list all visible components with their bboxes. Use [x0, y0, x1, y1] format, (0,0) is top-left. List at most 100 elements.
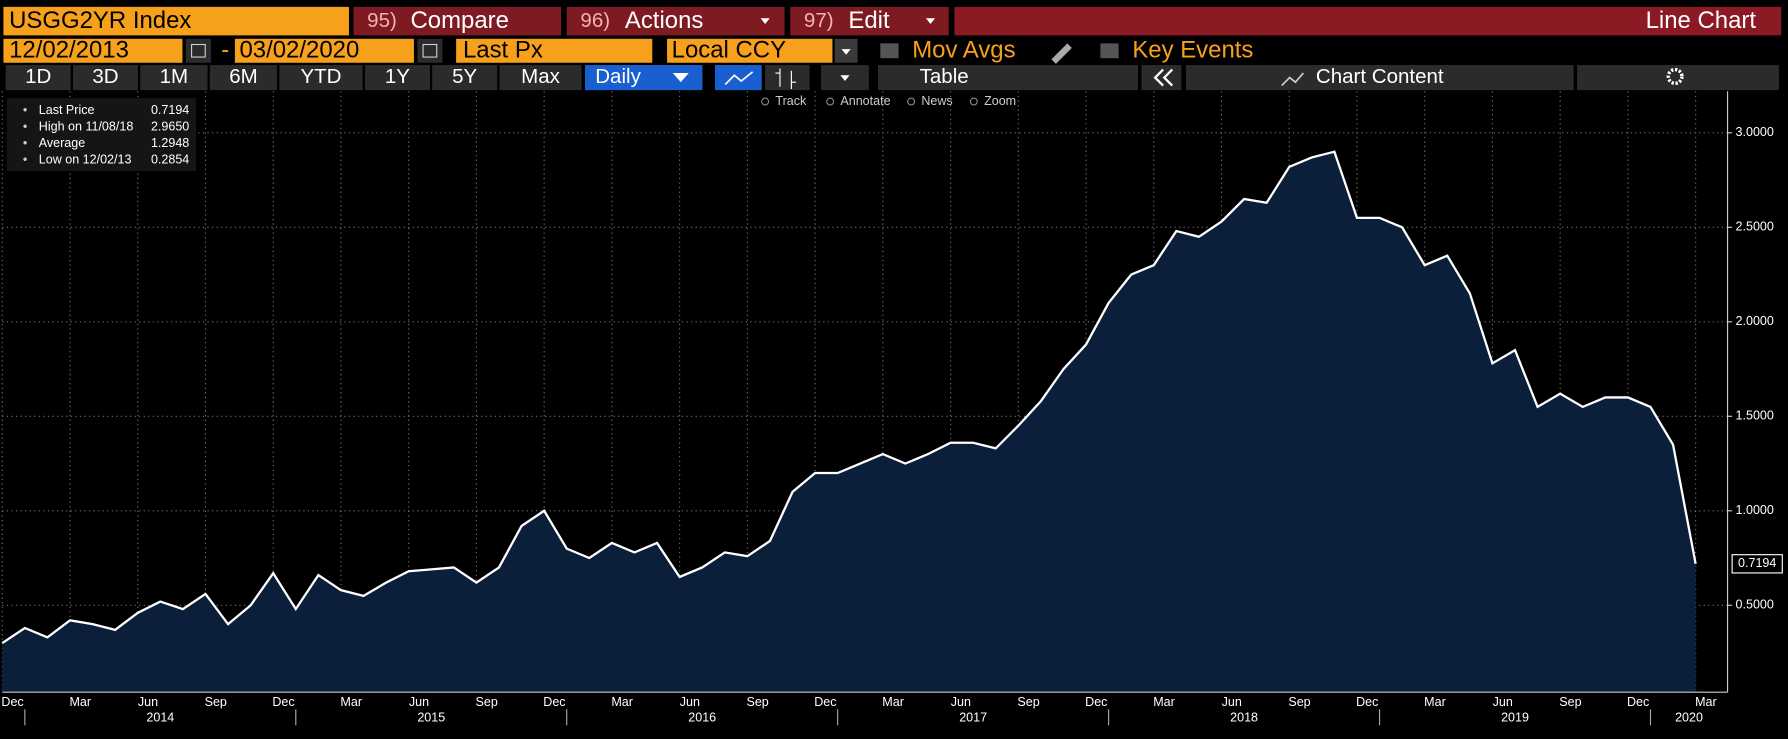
range-button[interactable] [140, 65, 208, 91]
x-tick-label: Jun [1222, 695, 1242, 709]
tool-label: Track [775, 94, 807, 108]
legend-value: 1.2948 [151, 136, 189, 150]
range-label: Max [521, 65, 560, 88]
x-tick-label: Jun [138, 695, 158, 709]
chart-content: Chart Content [1316, 65, 1444, 88]
legend-panel [6, 98, 197, 172]
x-tick-label: Dec [1085, 695, 1107, 709]
chart-content-button[interactable] [1185, 65, 1574, 91]
range-button[interactable] [209, 65, 278, 91]
calendar-button[interactable] [417, 38, 443, 63]
checkbox[interactable] [880, 43, 899, 59]
range-button[interactable] [5, 65, 71, 91]
dropdown-arrow [841, 49, 851, 55]
menu[interactable] [566, 6, 785, 36]
settings-button[interactable] [1577, 65, 1779, 91]
date-box[interactable] [234, 38, 414, 63]
table-button[interactable] [878, 65, 1139, 91]
x-tick-label: Mar [1424, 695, 1446, 709]
y-tick-label: 3.0000 [1736, 125, 1774, 139]
tool-icon [907, 97, 916, 106]
collapse-button[interactable] [1141, 65, 1182, 91]
x-tick-label: Sep [476, 695, 498, 709]
y-tick-label: 1.0000 [1736, 503, 1774, 517]
x-tick-label: Dec [1, 695, 23, 709]
tool-label: Zoom [984, 94, 1016, 108]
menu-number: 97) [804, 9, 834, 32]
date-box[interactable] [3, 38, 183, 63]
range-label: 1M [160, 65, 189, 88]
view-name: Line Chart [1646, 7, 1757, 34]
dropdown-arrow [672, 73, 689, 83]
menu-number: 96) [580, 9, 610, 32]
calendar-button[interactable] [185, 38, 211, 63]
currency-box[interactable] [667, 38, 833, 63]
range-button[interactable] [432, 65, 498, 91]
range-label: 1D [25, 65, 51, 88]
price-tag-box [1731, 554, 1783, 574]
price-tag: 0.7194 [1738, 556, 1776, 570]
range-button[interactable] [279, 65, 363, 91]
legend-symbol: • [23, 103, 27, 117]
tool-icon [761, 97, 770, 106]
x-tick-label: Dec [272, 695, 294, 709]
range-label: 6M [229, 65, 258, 88]
x-tick-label: Mar [69, 695, 91, 709]
tool-label: Annotate [840, 94, 890, 108]
range-button[interactable] [499, 65, 582, 91]
menu-label: Compare [411, 7, 509, 34]
x-tick-label: Sep [1288, 695, 1310, 709]
dropdown-arrow [760, 18, 770, 24]
menu[interactable] [353, 6, 562, 36]
x-tick-label: Jun [951, 695, 971, 709]
x-tick-label: Sep [1017, 695, 1039, 709]
range-label: YTD [300, 65, 341, 88]
legend-value: 0.2854 [151, 153, 189, 167]
date-separator: - [221, 37, 229, 64]
y-tick-label: 2.5000 [1736, 220, 1774, 234]
range-label: 1Y [385, 65, 410, 88]
range-button[interactable] [72, 65, 138, 91]
legend-label: Average [39, 136, 85, 150]
year-label: 2020 [1675, 711, 1703, 725]
end-date: 03/02/2020 [239, 37, 359, 64]
y-tick-label: 0.5000 [1736, 598, 1774, 612]
tool-icon [969, 97, 978, 106]
tool-icon [826, 97, 835, 106]
calendar-icon [422, 43, 438, 58]
chart-icon [1281, 72, 1305, 87]
menu[interactable] [790, 6, 949, 36]
pencil-icon [1051, 43, 1072, 64]
menu-label: Edit [848, 7, 890, 34]
key-events: Key Events [1132, 37, 1253, 64]
calendar-icon [191, 43, 206, 58]
x-tick-label: Jun [1493, 695, 1513, 709]
title-bar [954, 6, 1782, 36]
field-box[interactable] [456, 38, 653, 63]
ticker-box[interactable] [3, 6, 349, 36]
legend-symbol: • [23, 136, 27, 150]
x-tick-label: Sep [1559, 695, 1581, 709]
legend-label: Low on 12/02/13 [39, 153, 132, 167]
checkbox[interactable] [1100, 43, 1119, 59]
menu-label: Actions [625, 7, 704, 34]
gear-icon [1666, 67, 1684, 85]
legend-label: High on 11/08/18 [39, 119, 134, 133]
year-label: 2018 [1230, 711, 1258, 725]
range-button[interactable] [364, 65, 430, 91]
range-label: 5Y [452, 65, 477, 88]
legend-symbol: • [23, 119, 27, 133]
dropdown-arrow [925, 18, 936, 24]
x-tick-label: Dec [814, 695, 836, 709]
bar-style-button[interactable] [765, 65, 810, 91]
legend-value: 0.7194 [151, 103, 189, 117]
line-icon [724, 71, 754, 86]
y-tick-label: 1.5000 [1736, 409, 1774, 423]
field: Last Px [463, 37, 543, 64]
range-label: 3D [92, 65, 118, 88]
year-label: 2019 [1501, 711, 1529, 725]
area [2, 151, 1696, 693]
x-tick-label: Dec [1356, 695, 1378, 709]
x-tick-label: Mar [882, 695, 904, 709]
